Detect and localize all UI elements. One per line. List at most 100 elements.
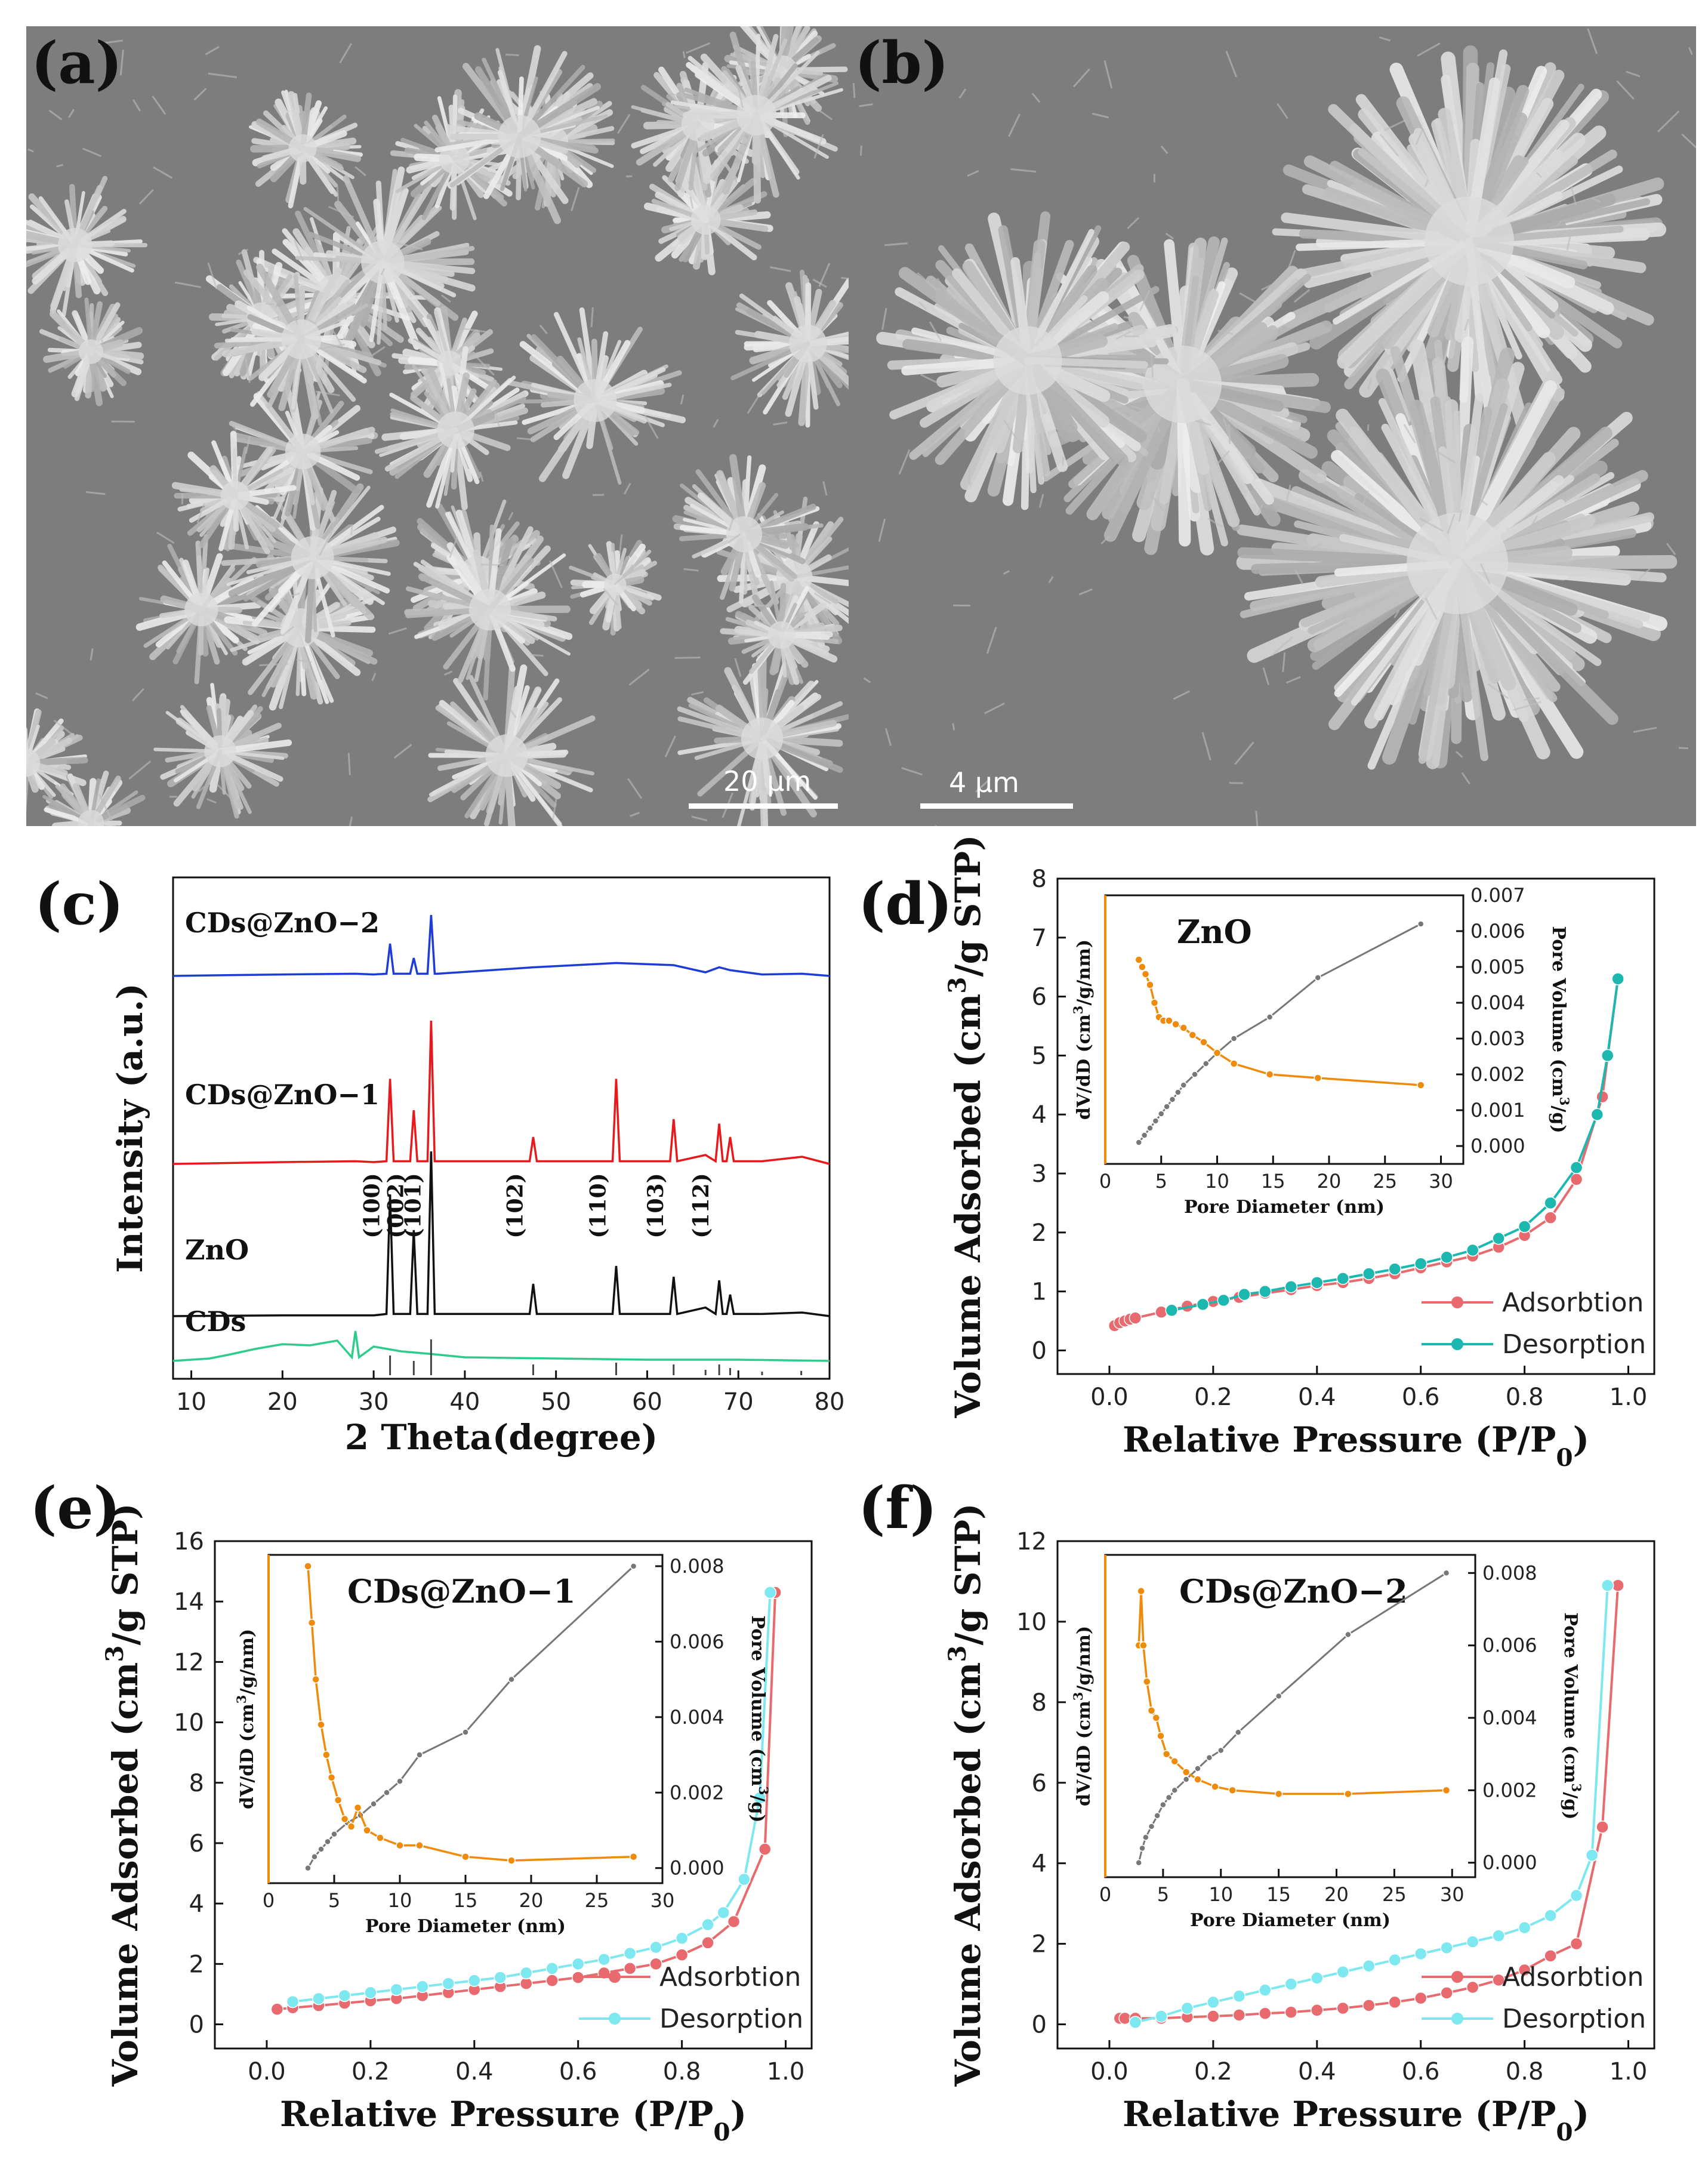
y-tick-label: 14 [174,1588,204,1616]
sem-a-flower-cluster [730,269,858,428]
sem-a-debris [813,134,824,159]
pore-volume-point [416,1751,423,1758]
sem-a-debris [516,437,535,441]
sem-b-debris [1379,133,1399,157]
dvdd-point [1171,1020,1180,1028]
plot-frame [172,876,831,1380]
sem-b-debris [1215,450,1231,466]
sem-a-debris [101,339,104,347]
adsorption-point [727,1915,741,1929]
legend-label-adsorption: Adsorbtion [1502,1962,1644,1992]
desorption-point [1585,1849,1599,1862]
sem-a-debris [773,421,788,426]
desorption-point [1492,1231,1505,1245]
y-tick-label: 6 [1032,1770,1047,1797]
pore-volume-point [304,1864,312,1872]
dvdd-point [347,1822,356,1831]
adsorption-point [1232,2009,1246,2022]
sem-a-debris [630,812,640,817]
sem-b-debris [1509,139,1518,144]
adsorption-point [1544,1949,1557,1963]
sem-a-debris [507,706,517,719]
x-tick-label: 0.4 [455,2058,494,2085]
sem-a-flower-cluster [39,297,144,406]
sem-b-flower-cluster [876,211,1179,510]
sem-a-flower-cluster [26,175,148,317]
sem-b-debris [1010,168,1037,173]
sem-a-debris [476,356,495,376]
sem-a-debris [734,658,742,677]
sem-b-debris [1195,420,1211,426]
sem-b-debris [1463,319,1469,331]
adsorption-point [1440,1986,1453,2000]
legend-marker-adsorption [1451,1296,1463,1308]
sem-a-debris [156,531,175,544]
pore-volume-point [1194,1765,1201,1772]
right-y-tick-label: 0.006 [670,1630,724,1653]
pore-volume-point [383,1789,390,1797]
inset-x-axis-title: Pore Diameter (nm) [1190,1910,1391,1931]
desorption-point [1129,2016,1142,2029]
sem-b-debris [986,627,997,654]
sem-a-debris [82,147,102,158]
adsorption-point [1466,1980,1479,1994]
desorption-point [519,1966,533,1980]
sem-a-debris [35,692,48,700]
adsorption-point [1155,1305,1168,1319]
sem-a-debris [98,39,124,45]
legend-label-adsorption: Adsorbtion [659,1962,801,1992]
sem-a-flower-cluster [26,708,88,814]
desorption-point [1492,1929,1505,1942]
desorption-point [717,1906,730,1920]
sem-b-debris [1638,568,1651,581]
x-tick-label: 0.8 [663,2058,701,2085]
sem-a-flower-cluster [42,771,146,826]
desorption-point [1544,1196,1557,1210]
y-tick-label: 0 [1032,2011,1047,2039]
sem-b-debris [1115,331,1132,340]
pore-volume-point [317,1846,325,1853]
dvdd-point [353,1803,362,1812]
right-y-tick-label: 0.000 [1482,1852,1537,1874]
dvdd-point [396,1841,404,1850]
pore-volume-point [1191,1071,1198,1078]
x-tick-label: 0.6 [559,2058,597,2085]
sem-a-debris [623,483,631,495]
sem-a-flower-cluster [720,580,843,685]
pore-volume-point [1148,1823,1155,1830]
dvdd-point [1165,1016,1173,1025]
x-tick-label: 5 [1157,1883,1169,1906]
pore-volume-point [1163,1103,1170,1110]
pore-volume-point [1182,1776,1190,1783]
desorption-point [1518,1921,1531,1934]
pore-volume-point [462,1729,469,1736]
right-y-tick-label: 0.008 [670,1555,724,1578]
sem-b-debris [1282,652,1286,673]
sem-a-debris [27,148,34,153]
sem-b-debris [1473,494,1488,506]
sem-a-flower-cluster [171,430,297,555]
inset-left-axis-title: dV/dD (cm3/g/nm) [234,1629,258,1809]
dvdd-point [1274,1789,1283,1798]
y-tick-label: 0 [1032,1337,1047,1364]
adsorption-point [1207,2010,1220,2023]
dvdd-point [334,1796,343,1804]
isotherm-chart-cdszno1: 0.0 0.2 0.4 0.6 0.8 1.0 0 2 4 6 8 10 12 14 16 Relative … [100,1503,813,2146]
pore-volume-point [1203,1060,1210,1067]
sem-a-debris [138,189,154,205]
desorption-point [675,1932,689,1945]
sem-a-debris [196,503,205,523]
sem-a-debris [245,436,251,454]
sem-b-debris [1417,42,1441,57]
desorption-point [763,1586,777,1599]
adsorption-point [1284,2006,1298,2019]
dvdd-point [1265,1070,1274,1079]
sem-b-debris [1424,179,1429,187]
pore-volume-point [370,1800,377,1807]
series-label: ZnO [185,1234,249,1266]
sem-a-debris [279,593,288,609]
sem-b-debris [920,374,943,386]
sem-a-flower-cluster [135,534,276,685]
scale-bar-a [689,803,838,809]
